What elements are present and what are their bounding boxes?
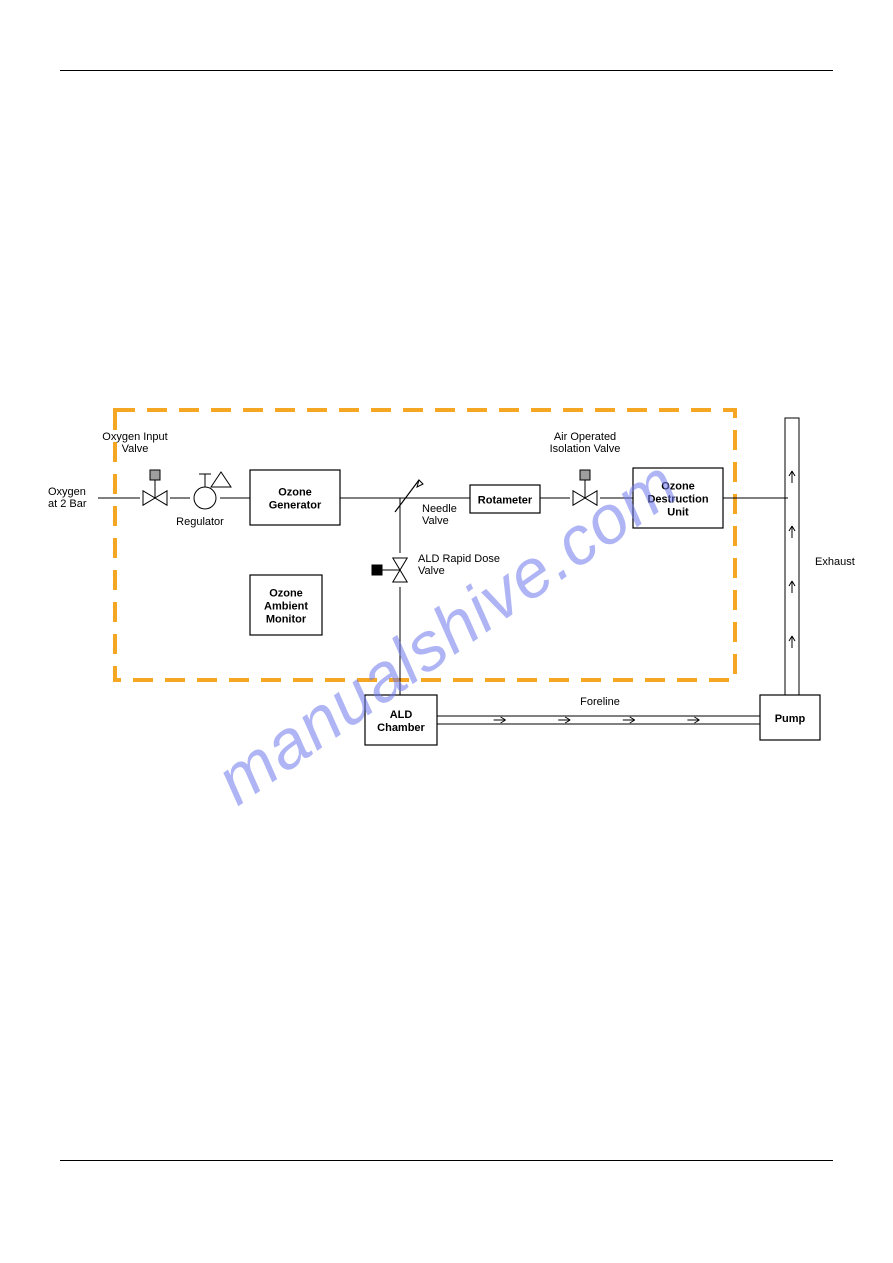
svg-text:Air OperatedIsolation Valve: Air OperatedIsolation Valve [550,431,621,455]
svg-text:OzoneAmbientMonitor: OzoneAmbientMonitor [264,588,308,626]
svg-text:NeedleValve: NeedleValve [422,503,457,527]
svg-text:Oxygen InputValve: Oxygen InputValve [102,431,167,455]
svg-text:Oxygenat 2 Bar: Oxygenat 2 Bar [48,486,87,510]
svg-text:ALD Rapid DoseValve: ALD Rapid DoseValve [418,553,500,577]
schematic-diagram: Oxygenat 2 Bar Oxygen InputValve Regulator… [40,390,860,770]
svg-text:Foreline: Foreline [580,696,620,708]
svg-text:Rotameter: Rotameter [478,495,533,507]
svg-text:Exhaust: Exhaust [815,556,855,568]
svg-text:Pump: Pump [775,713,806,725]
svg-text:Regulator: Regulator [176,516,224,528]
